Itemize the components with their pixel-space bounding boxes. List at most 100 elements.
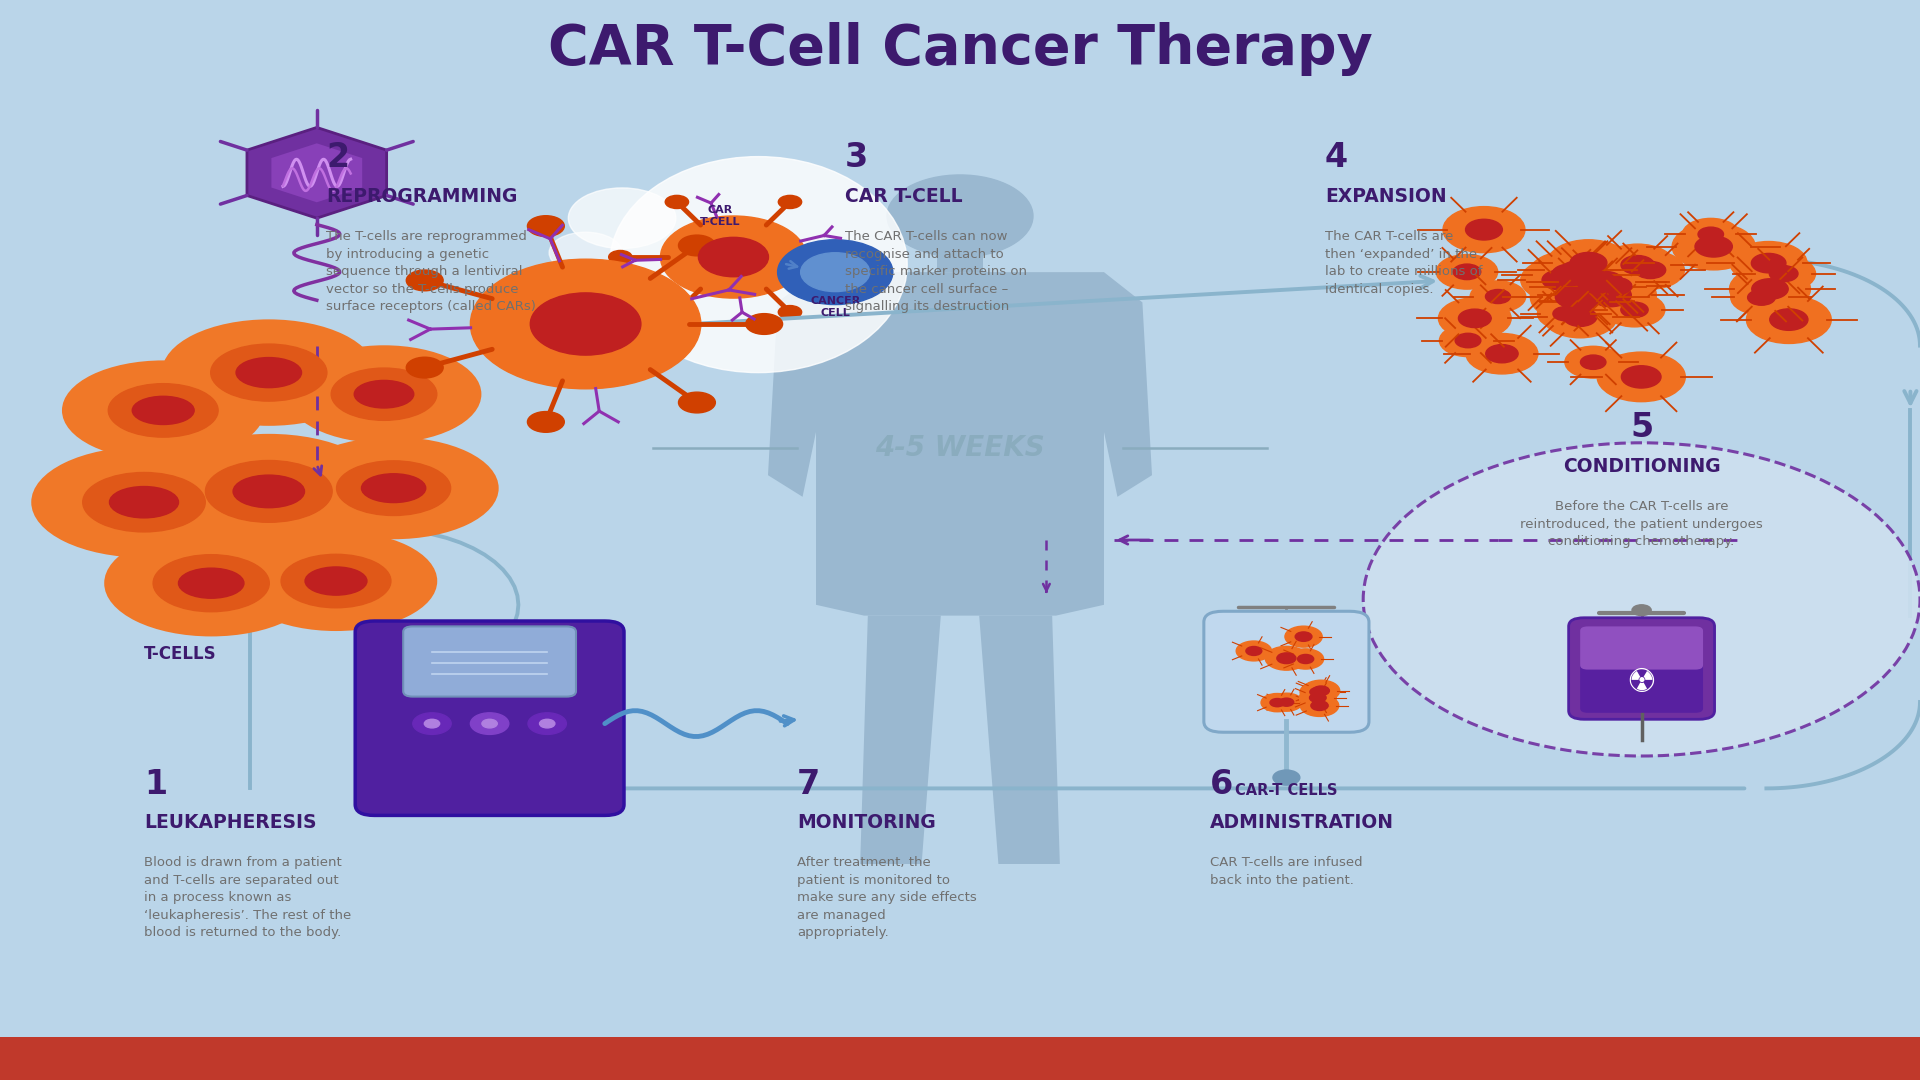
Ellipse shape — [236, 532, 436, 630]
Polygon shape — [768, 272, 826, 497]
FancyBboxPatch shape — [355, 621, 624, 815]
Circle shape — [1296, 632, 1311, 642]
Ellipse shape — [33, 448, 255, 556]
Circle shape — [664, 306, 689, 319]
Text: CAR T-cells are infused
back into the patient.: CAR T-cells are infused back into the pa… — [1210, 856, 1361, 887]
Circle shape — [1580, 355, 1605, 369]
Circle shape — [1551, 267, 1624, 308]
Circle shape — [1444, 206, 1524, 253]
Circle shape — [530, 293, 641, 355]
Circle shape — [1603, 293, 1665, 327]
Circle shape — [1438, 298, 1511, 339]
Circle shape — [1751, 254, 1786, 273]
Circle shape — [540, 719, 555, 728]
Ellipse shape — [179, 568, 244, 598]
Circle shape — [1557, 286, 1613, 319]
Text: MONITORING: MONITORING — [797, 813, 935, 833]
Circle shape — [1697, 227, 1724, 242]
Circle shape — [1269, 699, 1284, 706]
Circle shape — [1747, 296, 1832, 343]
Ellipse shape — [611, 157, 908, 373]
Circle shape — [1751, 279, 1788, 299]
Circle shape — [424, 719, 440, 728]
Circle shape — [1279, 698, 1294, 706]
Circle shape — [1486, 289, 1511, 303]
Circle shape — [1770, 266, 1797, 282]
Circle shape — [1440, 324, 1496, 356]
Circle shape — [1540, 249, 1615, 292]
Circle shape — [1455, 334, 1480, 348]
Ellipse shape — [236, 357, 301, 388]
Circle shape — [1730, 280, 1791, 314]
Text: Blood is drawn from a patient
and T-cells are separated out
in a process known a: Blood is drawn from a patient and T-cell… — [144, 856, 351, 940]
Circle shape — [1620, 256, 1655, 274]
Circle shape — [1588, 271, 1622, 292]
Circle shape — [1597, 352, 1686, 402]
FancyBboxPatch shape — [937, 240, 983, 272]
Ellipse shape — [353, 380, 415, 408]
Circle shape — [1572, 294, 1599, 309]
Ellipse shape — [305, 567, 367, 595]
Text: EXPANSION: EXPANSION — [1325, 187, 1446, 206]
Circle shape — [1363, 443, 1920, 756]
Text: CAR
T-CELL: CAR T-CELL — [699, 205, 741, 227]
Circle shape — [1465, 219, 1501, 240]
Ellipse shape — [154, 435, 384, 548]
Circle shape — [528, 713, 566, 734]
Circle shape — [1453, 265, 1480, 280]
Ellipse shape — [211, 345, 326, 401]
Circle shape — [413, 713, 451, 734]
Circle shape — [1590, 284, 1632, 307]
Circle shape — [778, 306, 803, 319]
Circle shape — [1565, 259, 1645, 305]
Ellipse shape — [106, 531, 317, 635]
Circle shape — [1528, 251, 1613, 299]
Circle shape — [528, 216, 564, 237]
Circle shape — [1265, 646, 1308, 671]
Text: After treatment, the
patient is monitored to
make sure any side effects
are mana: After treatment, the patient is monitore… — [797, 856, 977, 940]
Circle shape — [660, 216, 806, 298]
Circle shape — [778, 195, 803, 208]
Circle shape — [407, 270, 444, 291]
Circle shape — [1459, 309, 1492, 327]
Circle shape — [1553, 307, 1578, 321]
Circle shape — [1298, 654, 1313, 663]
Circle shape — [470, 713, 509, 734]
Text: The CAR T-cells can now
recognise and attach to
specific marker proteins on
the : The CAR T-cells can now recognise and at… — [845, 230, 1027, 313]
Circle shape — [745, 313, 783, 335]
Polygon shape — [248, 127, 386, 218]
Circle shape — [1561, 261, 1594, 280]
Circle shape — [1672, 224, 1755, 270]
Circle shape — [1751, 256, 1816, 292]
Circle shape — [1555, 285, 1596, 309]
Circle shape — [1544, 296, 1617, 338]
Text: ☢: ☢ — [1626, 666, 1657, 699]
Ellipse shape — [288, 347, 480, 442]
Text: REPROGRAMMING: REPROGRAMMING — [326, 187, 518, 206]
Circle shape — [1553, 258, 1640, 307]
Text: CAR T-CELL: CAR T-CELL — [845, 187, 962, 206]
FancyBboxPatch shape — [1204, 611, 1369, 732]
Circle shape — [678, 235, 716, 256]
Polygon shape — [979, 616, 1060, 864]
Text: 4: 4 — [1325, 141, 1348, 174]
Text: 7: 7 — [797, 768, 820, 800]
Circle shape — [1730, 267, 1811, 312]
FancyBboxPatch shape — [1580, 661, 1703, 713]
Circle shape — [1563, 308, 1597, 326]
Circle shape — [1467, 334, 1538, 374]
Circle shape — [1277, 653, 1296, 663]
Circle shape — [1636, 261, 1667, 279]
Polygon shape — [271, 144, 363, 202]
Circle shape — [678, 392, 716, 413]
Ellipse shape — [163, 321, 374, 424]
Circle shape — [528, 411, 564, 432]
Text: 6: 6 — [1210, 768, 1233, 800]
Circle shape — [887, 175, 1033, 257]
Circle shape — [1617, 251, 1684, 289]
Circle shape — [609, 251, 632, 264]
Circle shape — [1555, 284, 1615, 318]
Circle shape — [1521, 258, 1597, 301]
Circle shape — [1271, 693, 1302, 712]
Circle shape — [482, 719, 497, 728]
